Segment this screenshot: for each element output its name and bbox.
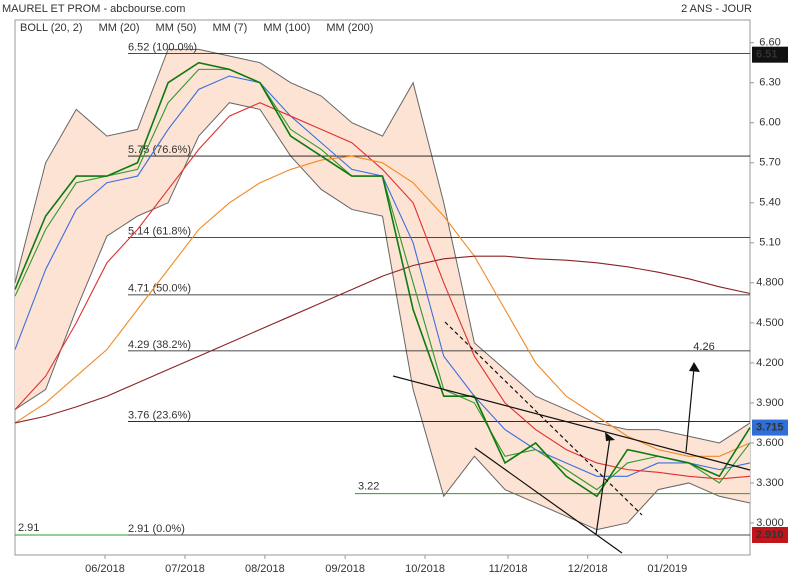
level-label: 5.75 (76.6%) <box>128 144 191 156</box>
x-tick-label: 08/2018 <box>245 563 285 575</box>
price-marker <box>752 419 788 436</box>
level-label: 2.91 (0.0%) <box>128 523 185 535</box>
x-tick-label: 07/2018 <box>165 563 205 575</box>
series-line <box>14 61 751 498</box>
series-line <box>14 102 751 480</box>
bollinger-area <box>15 49 750 530</box>
price-marker <box>752 46 788 63</box>
trend-line <box>392 375 751 471</box>
y-tick-label: 4.500 <box>756 317 784 329</box>
y-tick-label: 3.900 <box>756 397 784 409</box>
y-tick-label: 6.60 <box>759 37 780 49</box>
arrow <box>685 367 695 453</box>
level-label: 4.71 (50.0%) <box>128 283 191 295</box>
legend-entry: BOLL (20, 2) <box>20 22 83 34</box>
y-tick-label: 4.800 <box>756 277 784 289</box>
bollinger-upper <box>14 48 751 444</box>
bollinger-lower <box>14 102 751 531</box>
y-tick-label: 5.70 <box>759 157 780 169</box>
level-label: 4.29 (38.2%) <box>128 339 191 351</box>
price-marker <box>752 526 788 543</box>
x-tick-label: 01/2019 <box>647 563 687 575</box>
y-tick-label: 3.000 <box>756 517 784 529</box>
arrow-head <box>605 432 615 441</box>
trend-line <box>474 447 623 554</box>
y-tick-label: 3.600 <box>756 437 784 449</box>
x-tick-label: 06/2018 <box>85 563 125 575</box>
x-tick-label: 12/2018 <box>568 563 608 575</box>
left-level-label: 2.91 <box>18 522 39 534</box>
level-label: 5.14 (61.8%) <box>128 225 191 237</box>
y-tick-label: 5.10 <box>759 237 780 249</box>
support-label: 3.22 <box>358 481 379 493</box>
series-line <box>14 255 751 424</box>
legend-entry: MM (100) <box>263 22 310 34</box>
level-label: 3.76 (23.6%) <box>128 409 191 421</box>
arrow <box>595 436 611 536</box>
trend-line <box>444 321 643 516</box>
x-tick-label: 11/2018 <box>489 563 528 575</box>
y-tick-label: 5.40 <box>759 197 780 209</box>
trend-lines <box>392 321 751 554</box>
legend-entry: MM (200) <box>326 22 373 34</box>
legend-entry: MM (20) <box>99 22 140 34</box>
arrow-head <box>689 362 700 372</box>
price-marker-label: 6.51 <box>756 49 777 61</box>
legend-entry: MM (50) <box>156 22 197 34</box>
level-label: 6.52 (100.0%) <box>128 41 197 53</box>
y-tick-label: 6.00 <box>759 117 780 129</box>
x-tick-label: 09/2018 <box>325 563 365 575</box>
y-tick-label: 6.30 <box>759 77 780 89</box>
legend-entry: MM (7) <box>212 22 247 34</box>
chart-subtitle: 2 ANS - JOUR <box>681 3 752 15</box>
chart-title: MAUREL ET PROM - abcbourse.com <box>2 3 185 15</box>
x-tick-label: 10/2018 <box>405 563 445 575</box>
y-tick-label: 3.300 <box>756 477 784 489</box>
target-label: 4.26 <box>693 341 714 353</box>
price-marker-label: 2.910 <box>756 529 784 541</box>
price-marker-label: 3.715 <box>756 421 784 433</box>
series-line <box>14 155 751 457</box>
y-tick-label: 4.200 <box>756 357 784 369</box>
